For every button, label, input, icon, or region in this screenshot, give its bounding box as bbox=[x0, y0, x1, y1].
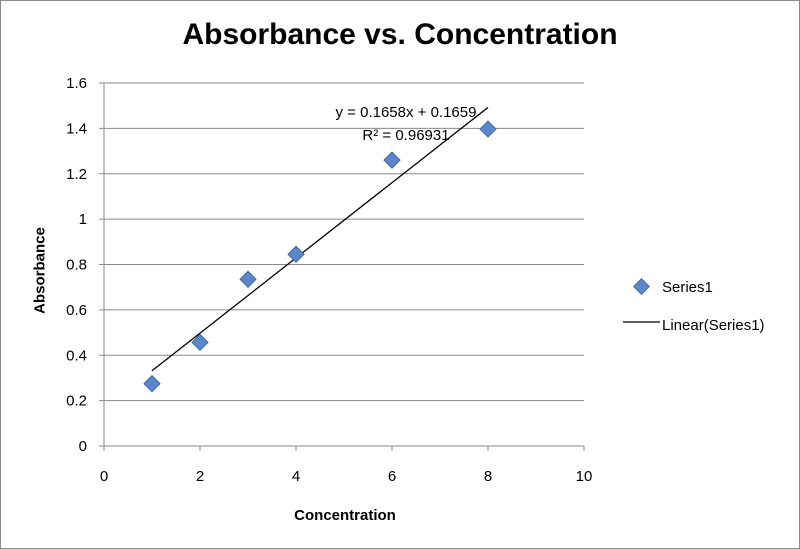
grid-lines bbox=[104, 82, 584, 402]
trendline-r-squared: R² = 0.96931 bbox=[362, 127, 449, 144]
data-point bbox=[383, 151, 401, 169]
x-tick-label: 0 bbox=[100, 468, 108, 485]
x-tick-label: 4 bbox=[292, 468, 300, 485]
y-tick-label: 0.4 bbox=[66, 347, 87, 364]
x-axis-label: Concentration bbox=[294, 507, 396, 524]
x-tick-label: 6 bbox=[388, 468, 396, 485]
y-tick-label: 1.2 bbox=[66, 166, 87, 183]
y-tick-label: 0 bbox=[79, 438, 87, 455]
x-tick-label: 10 bbox=[576, 468, 593, 485]
data-point bbox=[287, 245, 305, 263]
tick-labels: 0 0.2 0.4 0.6 0.8 1 1.2 1.4 1.6 0 2 4 6 8 10 bbox=[66, 75, 592, 485]
legend-series-label: Series1 bbox=[662, 279, 713, 296]
y-tick-label: 1.4 bbox=[66, 120, 87, 137]
legend-series-marker bbox=[633, 278, 650, 295]
chart-title: Absorbance vs. Concentration bbox=[182, 18, 618, 51]
x-tick-label: 2 bbox=[196, 468, 204, 485]
y-tick-label: 1 bbox=[79, 211, 87, 228]
trendline-line bbox=[151, 106, 489, 372]
data-point bbox=[191, 333, 209, 352]
y-tick-label: 1.6 bbox=[66, 75, 87, 92]
x-tick-label: 8 bbox=[484, 468, 492, 485]
trendline bbox=[151, 106, 489, 372]
y-tick-label: 0.8 bbox=[66, 257, 87, 274]
y-tick-label: 0.2 bbox=[66, 393, 87, 410]
trendline-equation: y = 0.1658x + 0.1659 bbox=[336, 104, 477, 121]
axes bbox=[99, 82, 585, 451]
legend-trend-label: Linear(Series1) bbox=[662, 317, 765, 334]
data-point bbox=[143, 374, 161, 393]
legend: Series1 Linear(Series1) bbox=[623, 278, 765, 334]
data-point bbox=[239, 270, 257, 288]
data-points bbox=[143, 120, 497, 393]
data-point bbox=[479, 120, 497, 138]
y-tick-label: 0.6 bbox=[66, 302, 87, 319]
